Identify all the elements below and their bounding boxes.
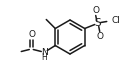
Text: H: H (41, 53, 47, 62)
Text: O: O (92, 6, 99, 15)
Text: Cl: Cl (112, 16, 121, 25)
Text: O: O (96, 32, 103, 41)
Text: O: O (29, 30, 36, 39)
Text: N: N (41, 48, 48, 57)
Text: S: S (94, 18, 101, 29)
